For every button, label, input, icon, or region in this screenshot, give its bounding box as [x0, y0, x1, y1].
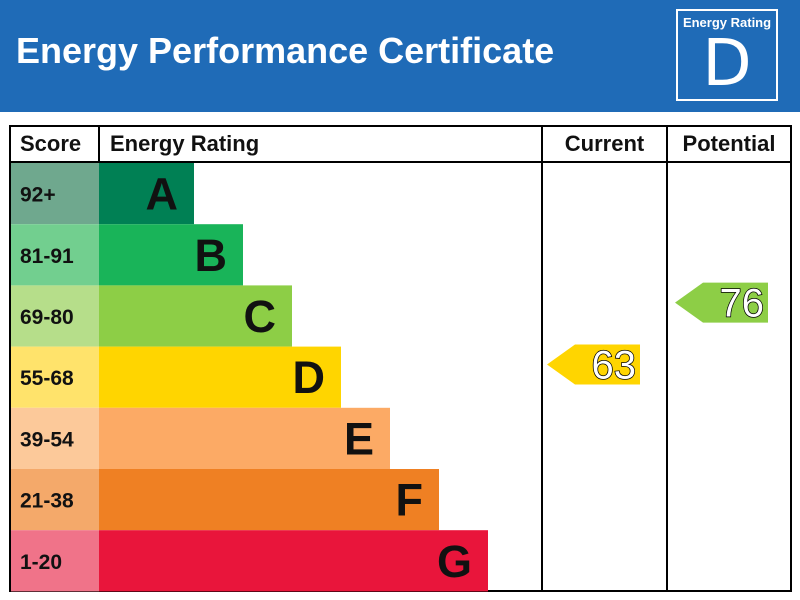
score-cell-f: [11, 469, 99, 531]
rating-letter-e: E: [344, 413, 374, 464]
rating-letter-g: G: [437, 536, 472, 587]
rating-bar-a: [99, 163, 194, 225]
score-label-g: 1-20: [20, 551, 62, 574]
rating-bar-f: [99, 469, 439, 531]
potential-rating-arrow: [675, 282, 768, 323]
column-header-score: Score: [20, 131, 81, 156]
score-cell-c: [11, 285, 99, 347]
rating-letter-d: D: [293, 352, 326, 403]
rating-letter-c: C: [244, 291, 277, 342]
current-rating-arrow: [547, 344, 640, 385]
rating-letter-f: F: [396, 475, 424, 526]
score-cell-b: [11, 224, 99, 286]
energy-rating-badge: Energy Rating D: [676, 9, 778, 101]
column-header-potential: Potential: [683, 131, 776, 156]
rating-bar-e: [99, 407, 390, 469]
rating-bar-g: [99, 530, 488, 592]
score-label-c: 69-80: [20, 306, 74, 329]
rating-letter-a: A: [146, 169, 179, 220]
column-header-rating: Energy Rating: [110, 131, 259, 156]
score-label-f: 21-38: [20, 490, 74, 513]
score-label-d: 55-68: [20, 367, 74, 390]
current-rating-value: 63: [592, 343, 637, 387]
rating-letter-b: B: [195, 230, 228, 281]
column-header-current: Current: [565, 131, 645, 156]
rating-bar-b: [99, 224, 243, 286]
page-title: Energy Performance Certificate: [16, 30, 555, 71]
rating-bar-c: [99, 285, 292, 347]
badge-label: Energy Rating: [682, 15, 772, 30]
header-banner: Energy Performance Certificate Energy Ra…: [0, 0, 800, 112]
score-cell-a: [11, 163, 99, 225]
score-label-a: 92+: [20, 184, 56, 207]
potential-rating-value: 76: [720, 282, 765, 326]
score-cell-e: [11, 407, 99, 469]
score-label-e: 39-54: [20, 428, 74, 451]
rating-bar-d: [99, 346, 341, 408]
score-cell-g: [11, 530, 99, 592]
score-label-b: 81-91: [20, 245, 74, 268]
score-cell-d: [11, 346, 99, 408]
badge-letter: D: [702, 27, 752, 101]
